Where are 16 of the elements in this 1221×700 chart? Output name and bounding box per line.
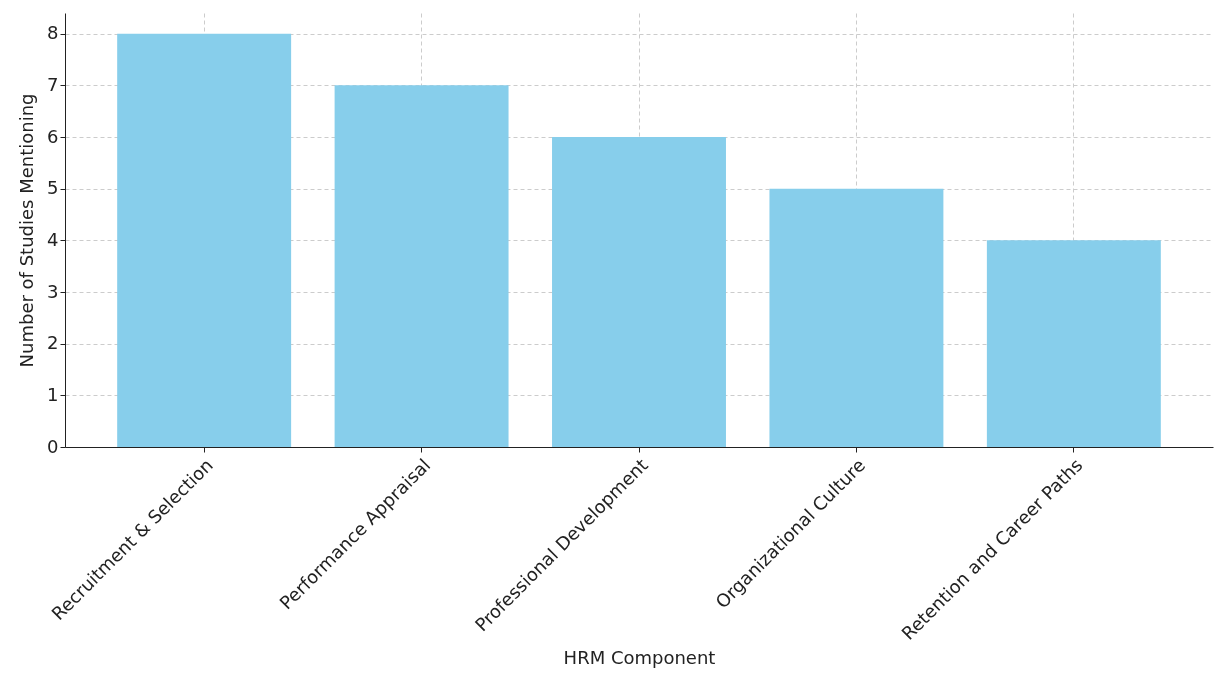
- bar: [552, 137, 726, 447]
- y-tick-label: 1: [47, 383, 59, 405]
- y-tick-label: 7: [47, 73, 59, 95]
- y-tick-label: 4: [47, 228, 59, 250]
- y-tick-label: 2: [47, 332, 59, 354]
- bar: [769, 188, 944, 447]
- y-tick-label: 3: [47, 280, 59, 302]
- x-axis-title: HRM Component: [563, 646, 716, 668]
- y-tick-label: 6: [47, 125, 59, 147]
- bar: [334, 85, 509, 447]
- y-axis-title: Number of Studies Mentioning: [16, 93, 38, 368]
- y-tick-label: 5: [47, 177, 59, 199]
- bar: [117, 33, 292, 447]
- bar: [986, 240, 1161, 447]
- y-tick-label: 0: [47, 435, 59, 457]
- y-tick-label: 8: [47, 22, 59, 44]
